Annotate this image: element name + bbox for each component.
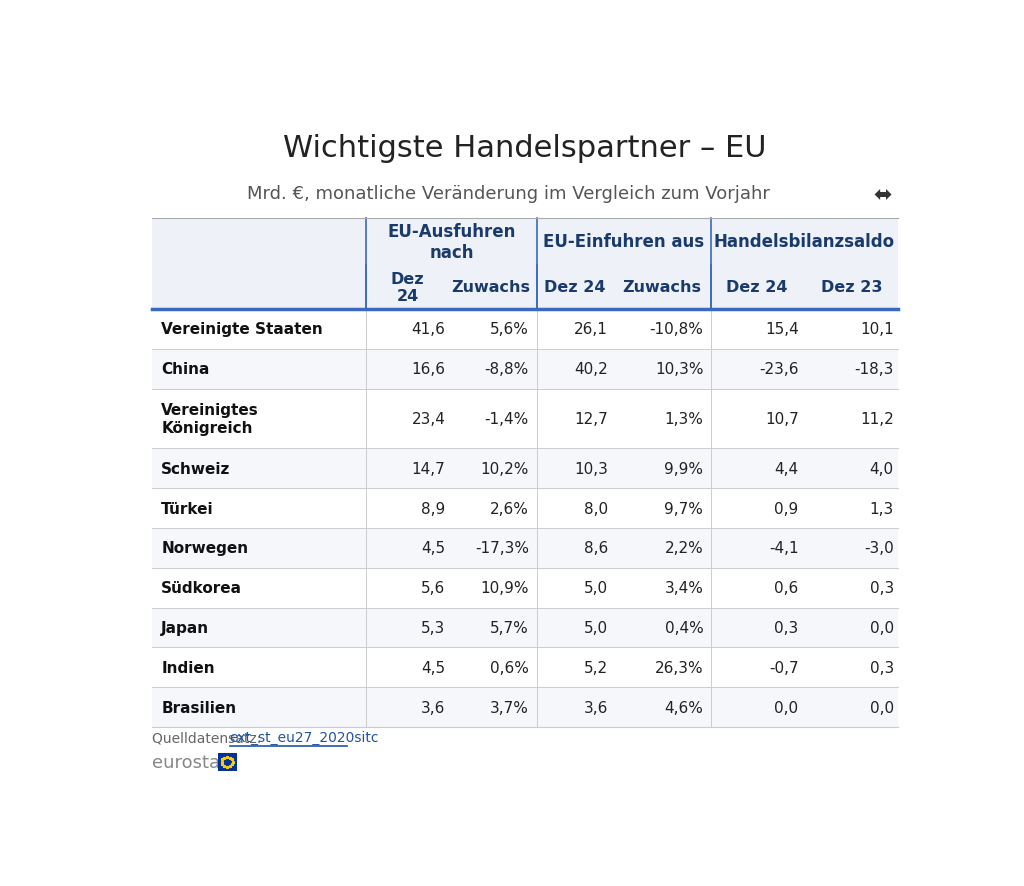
Text: EU-Einfuhren aus: EU-Einfuhren aus <box>544 233 705 251</box>
Text: -10,8%: -10,8% <box>649 322 703 337</box>
Text: 2,6%: 2,6% <box>489 501 528 516</box>
Text: Dez 24: Dez 24 <box>544 280 605 295</box>
Text: 15,4: 15,4 <box>765 322 799 337</box>
Text: 4,0: 4,0 <box>869 462 894 476</box>
Text: 1,3: 1,3 <box>869 501 894 516</box>
Text: 3,4%: 3,4% <box>665 580 703 595</box>
FancyBboxPatch shape <box>152 389 898 449</box>
Text: 4,5: 4,5 <box>421 540 445 556</box>
Text: Dez
24: Dez 24 <box>391 271 425 304</box>
Text: Vereinigtes
Königreich: Vereinigtes Königreich <box>162 403 259 435</box>
Text: ⬌: ⬌ <box>873 185 892 205</box>
Text: China: China <box>162 361 210 377</box>
FancyBboxPatch shape <box>152 568 898 608</box>
Text: -3,0: -3,0 <box>864 540 894 556</box>
Text: ext_st_eu27_2020sitc: ext_st_eu27_2020sitc <box>229 730 379 744</box>
Text: 8,6: 8,6 <box>584 540 608 556</box>
FancyBboxPatch shape <box>152 648 898 688</box>
Text: -1,4%: -1,4% <box>484 411 528 426</box>
FancyBboxPatch shape <box>152 309 898 349</box>
Text: 2,2%: 2,2% <box>665 540 703 556</box>
Text: 5,7%: 5,7% <box>490 620 528 635</box>
Text: -17,3%: -17,3% <box>475 540 528 556</box>
Text: 26,1: 26,1 <box>574 322 608 337</box>
FancyBboxPatch shape <box>152 688 898 727</box>
Text: 10,3%: 10,3% <box>655 361 703 377</box>
Bar <box>218 753 237 771</box>
Text: -4,1: -4,1 <box>769 540 799 556</box>
Text: Dez 23: Dez 23 <box>821 280 883 295</box>
Text: Japan: Japan <box>162 620 210 635</box>
Text: Handelsbilanzsaldo: Handelsbilanzsaldo <box>714 233 895 251</box>
Text: 0,3: 0,3 <box>869 580 894 595</box>
Text: 0,9: 0,9 <box>774 501 799 516</box>
Text: 3,6: 3,6 <box>584 700 608 715</box>
Text: 9,7%: 9,7% <box>665 501 703 516</box>
Text: 0,0: 0,0 <box>869 700 894 715</box>
FancyBboxPatch shape <box>152 528 898 568</box>
Text: 8,9: 8,9 <box>421 501 445 516</box>
Text: Indien: Indien <box>162 660 215 675</box>
Text: 0,0: 0,0 <box>774 700 799 715</box>
Text: 3,6: 3,6 <box>421 700 445 715</box>
Text: EU-Ausfuhren
nach: EU-Ausfuhren nach <box>387 222 515 261</box>
Text: Mrd. €, monatliche Veränderung im Vergleich zum Vorjahr: Mrd. €, monatliche Veränderung im Vergle… <box>248 185 770 203</box>
FancyBboxPatch shape <box>152 488 898 528</box>
Text: 0,6: 0,6 <box>774 580 799 595</box>
Text: Schweiz: Schweiz <box>162 462 230 476</box>
Text: Türkei: Türkei <box>162 501 214 516</box>
Text: 0,3: 0,3 <box>869 660 894 675</box>
Text: 5,0: 5,0 <box>584 580 608 595</box>
Text: 1,3%: 1,3% <box>665 411 703 426</box>
Text: 23,4: 23,4 <box>412 411 445 426</box>
Text: 41,6: 41,6 <box>412 322 445 337</box>
Text: -23,6: -23,6 <box>759 361 799 377</box>
Text: 10,3: 10,3 <box>574 462 608 476</box>
FancyBboxPatch shape <box>152 219 898 309</box>
Text: 4,5: 4,5 <box>421 660 445 675</box>
Text: -18,3: -18,3 <box>854 361 894 377</box>
Text: Zuwachs: Zuwachs <box>452 280 530 295</box>
Text: eurostat: eurostat <box>152 753 227 772</box>
Text: 10,9%: 10,9% <box>480 580 528 595</box>
Text: 3,7%: 3,7% <box>489 700 528 715</box>
Text: 11,2: 11,2 <box>860 411 894 426</box>
Text: 10,1: 10,1 <box>860 322 894 337</box>
Text: 10,2%: 10,2% <box>480 462 528 476</box>
Text: 5,3: 5,3 <box>421 620 445 635</box>
Text: 4,4: 4,4 <box>774 462 799 476</box>
Text: 40,2: 40,2 <box>574 361 608 377</box>
Text: Brasilien: Brasilien <box>162 700 237 715</box>
Text: 5,6: 5,6 <box>421 580 445 595</box>
Text: 0,4%: 0,4% <box>665 620 703 635</box>
FancyBboxPatch shape <box>152 449 898 488</box>
FancyBboxPatch shape <box>152 608 898 648</box>
Text: 0,0: 0,0 <box>869 620 894 635</box>
Text: 5,0: 5,0 <box>584 620 608 635</box>
Text: 4,6%: 4,6% <box>665 700 703 715</box>
Text: 5,6%: 5,6% <box>489 322 528 337</box>
Text: Wichtigste Handelspartner – EU: Wichtigste Handelspartner – EU <box>283 134 767 162</box>
Text: Zuwachs: Zuwachs <box>623 280 701 295</box>
Text: 5,2: 5,2 <box>584 660 608 675</box>
Text: Dez 24: Dez 24 <box>726 280 787 295</box>
Text: 10,7: 10,7 <box>765 411 799 426</box>
Text: 14,7: 14,7 <box>412 462 445 476</box>
Text: 26,3%: 26,3% <box>654 660 703 675</box>
Text: -0,7: -0,7 <box>769 660 799 675</box>
FancyBboxPatch shape <box>152 349 898 389</box>
Text: Vereinigte Staaten: Vereinigte Staaten <box>162 322 324 337</box>
Text: Südkorea: Südkorea <box>162 580 243 595</box>
Text: 9,9%: 9,9% <box>665 462 703 476</box>
Text: 0,3: 0,3 <box>774 620 799 635</box>
Text: -8,8%: -8,8% <box>484 361 528 377</box>
Text: Norwegen: Norwegen <box>162 540 249 556</box>
Text: 8,0: 8,0 <box>584 501 608 516</box>
Text: 0,6%: 0,6% <box>489 660 528 675</box>
Text: 16,6: 16,6 <box>412 361 445 377</box>
Text: Quelldatensatz:: Quelldatensatz: <box>152 730 265 744</box>
Text: 12,7: 12,7 <box>574 411 608 426</box>
